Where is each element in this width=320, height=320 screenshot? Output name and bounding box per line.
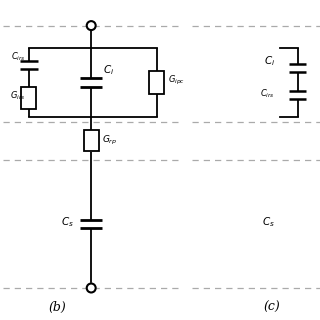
Bar	[149, 71, 164, 94]
Text: $G_{ipc}$: $G_{ipc}$	[168, 74, 185, 87]
Text: $C_s$: $C_s$	[262, 215, 275, 229]
Text: (b): (b)	[49, 301, 67, 314]
Text: $C_i$: $C_i$	[264, 54, 275, 68]
Text: $C_s$: $C_s$	[61, 215, 74, 229]
Text: $G_{irs}$: $G_{irs}$	[10, 90, 26, 102]
Text: (c): (c)	[264, 301, 280, 314]
Bar	[21, 87, 36, 109]
Text: $C_{irs}$: $C_{irs}$	[11, 51, 26, 63]
Circle shape	[87, 284, 96, 292]
Circle shape	[87, 21, 96, 30]
Text: $C_{irs}$: $C_{irs}$	[260, 87, 275, 100]
Text: $C_i$: $C_i$	[103, 63, 115, 76]
Text: $G_{rp}$: $G_{rp}$	[102, 134, 118, 147]
Bar	[84, 131, 99, 151]
